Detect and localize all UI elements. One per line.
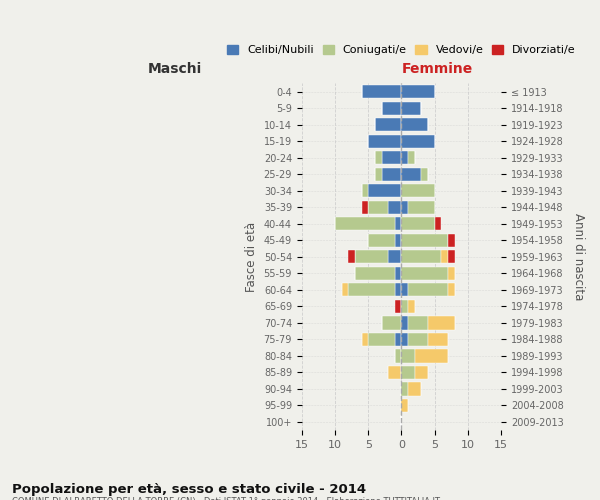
Bar [401, 350, 415, 362]
Bar [408, 333, 428, 346]
Bar [395, 234, 401, 247]
Bar [415, 350, 448, 362]
Bar [355, 266, 395, 280]
Bar [395, 266, 401, 280]
Bar [401, 266, 448, 280]
Bar [335, 217, 395, 230]
Bar [368, 333, 395, 346]
Bar [428, 333, 448, 346]
Bar [408, 316, 428, 330]
Bar [401, 316, 408, 330]
Bar [435, 217, 442, 230]
Bar [401, 399, 408, 412]
Bar [368, 234, 395, 247]
Bar [448, 266, 455, 280]
Bar [395, 283, 401, 296]
Bar [408, 151, 415, 164]
Bar [401, 300, 408, 313]
Bar [401, 366, 415, 379]
Bar [382, 168, 401, 181]
Bar [401, 184, 435, 198]
Bar [408, 382, 421, 396]
Bar [395, 217, 401, 230]
Bar [428, 316, 455, 330]
Bar [401, 118, 428, 132]
Bar [448, 250, 455, 264]
Bar [401, 134, 435, 148]
Bar [382, 151, 401, 164]
Bar [401, 151, 408, 164]
Bar [341, 283, 348, 296]
Bar [375, 151, 382, 164]
Bar [368, 200, 388, 214]
Bar [348, 250, 355, 264]
Text: Maschi: Maschi [148, 62, 202, 76]
Bar [375, 118, 401, 132]
Bar [415, 366, 428, 379]
Bar [401, 283, 408, 296]
Bar [408, 283, 448, 296]
Text: Femmine: Femmine [401, 62, 473, 76]
Y-axis label: Anni di nascita: Anni di nascita [572, 213, 585, 300]
Bar [362, 333, 368, 346]
Bar [448, 234, 455, 247]
Bar [401, 102, 421, 114]
Bar [362, 200, 368, 214]
Bar [382, 102, 401, 114]
Bar [348, 283, 395, 296]
Bar [401, 217, 435, 230]
Bar [388, 250, 401, 264]
Bar [362, 85, 401, 98]
Bar [395, 350, 401, 362]
Bar [448, 283, 455, 296]
Bar [401, 382, 408, 396]
Bar [368, 184, 401, 198]
Bar [408, 200, 435, 214]
Bar [442, 250, 448, 264]
Legend: Celibi/Nubili, Coniugati/e, Vedovi/e, Divorziati/e: Celibi/Nubili, Coniugati/e, Vedovi/e, Di… [223, 40, 580, 60]
Bar [362, 184, 368, 198]
Bar [401, 234, 448, 247]
Bar [408, 300, 415, 313]
Bar [388, 200, 401, 214]
Bar [401, 200, 408, 214]
Bar [401, 85, 435, 98]
Bar [401, 168, 421, 181]
Text: Popolazione per età, sesso e stato civile - 2014: Popolazione per età, sesso e stato civil… [12, 482, 366, 496]
Bar [421, 168, 428, 181]
Bar [388, 366, 401, 379]
Bar [355, 250, 388, 264]
Bar [395, 300, 401, 313]
Y-axis label: Fasce di età: Fasce di età [245, 222, 258, 292]
Bar [401, 333, 408, 346]
Bar [375, 168, 382, 181]
Bar [395, 333, 401, 346]
Text: COMUNE DI ALBARETTO DELLA TORRE (CN) - Dati ISTAT 1° gennaio 2014 - Elaborazione: COMUNE DI ALBARETTO DELLA TORRE (CN) - D… [12, 498, 440, 500]
Bar [401, 250, 442, 264]
Bar [368, 134, 401, 148]
Bar [382, 316, 401, 330]
